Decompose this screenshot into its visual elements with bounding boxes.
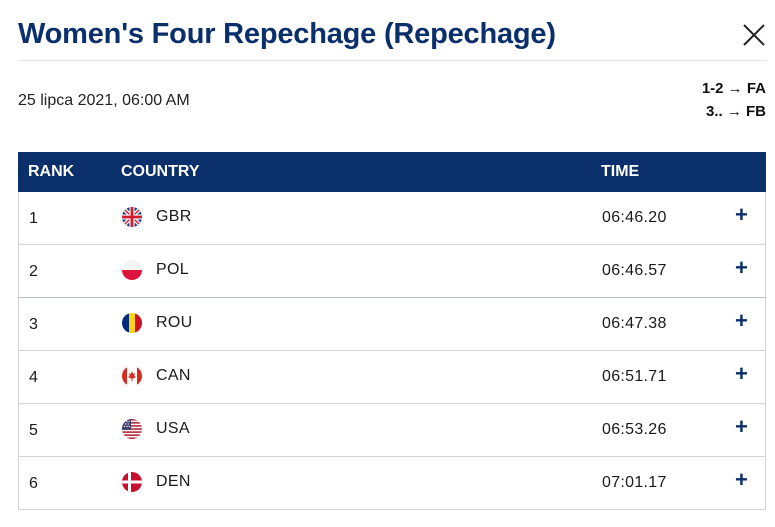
rank-cell: 2	[29, 263, 38, 280]
table-row: 1 GBR 06:46.20 +	[18, 192, 766, 245]
table-row: 6 DEN 07:01.17 +	[18, 457, 766, 510]
time-cell: 06:51.71	[602, 368, 667, 385]
table-header: RANK COUNTRY TIME	[18, 152, 766, 192]
expand-row-button[interactable]: +	[735, 361, 748, 386]
rank-cell: 1	[29, 210, 38, 227]
expand-row-button[interactable]: +	[735, 414, 748, 439]
page-title: Women's Four Repechage (Repechage)	[18, 18, 556, 50]
ca-flag-icon	[122, 366, 142, 386]
race-date: 25 lipca 2021, 06:00 AM	[18, 92, 190, 109]
country-cell: USA	[156, 420, 190, 437]
table-row: 2 POL 06:46.57 +	[18, 245, 766, 298]
country-cell: GBR	[156, 208, 192, 225]
column-header-rank: RANK	[28, 163, 75, 180]
country-cell: CAN	[156, 367, 191, 384]
expand-row-button[interactable]: +	[735, 202, 748, 227]
expand-row-button[interactable]: +	[735, 308, 748, 333]
table-row: 4 CAN 06:51.71 +	[18, 351, 766, 404]
gb-flag-icon	[122, 207, 142, 227]
time-cell: 06:53.26	[602, 421, 667, 438]
rank-cell: 5	[29, 422, 38, 439]
pl-flag-icon	[122, 260, 142, 280]
ro-flag-icon	[122, 313, 142, 333]
legend-item-fb: 3.. → FB	[705, 103, 766, 120]
table-row: 3 ROU 06:47.38 +	[18, 298, 766, 351]
column-header-time: TIME	[601, 163, 640, 180]
column-header-country: COUNTRY	[121, 163, 200, 180]
legend-item-fa: 1-2 → FA	[701, 80, 766, 97]
country-cell: POL	[156, 261, 189, 278]
expand-row-button[interactable]: +	[735, 467, 748, 492]
rank-cell: 6	[29, 475, 38, 492]
expand-row-button[interactable]: +	[735, 255, 748, 280]
rank-cell: 4	[29, 369, 38, 386]
time-cell: 06:46.57	[602, 262, 667, 279]
header-divider	[18, 60, 767, 61]
time-cell: 07:01.17	[602, 474, 667, 491]
country-cell: DEN	[156, 473, 191, 490]
qualification-legend: 1-2 → FA 3.. → FB	[702, 77, 766, 123]
dk-flag-icon	[122, 472, 142, 492]
close-button[interactable]	[738, 20, 768, 50]
table-row: 5 USA 06:53.26	[18, 404, 766, 457]
time-cell: 06:46.20	[602, 209, 667, 226]
close-icon	[743, 24, 765, 46]
us-flag-icon	[122, 419, 142, 439]
rank-cell: 3	[29, 316, 38, 333]
country-cell: ROU	[156, 314, 193, 331]
results-table: RANK COUNTRY TIME 1 GBR 06:46.20 + 2	[18, 152, 766, 510]
time-cell: 06:47.38	[602, 315, 667, 332]
